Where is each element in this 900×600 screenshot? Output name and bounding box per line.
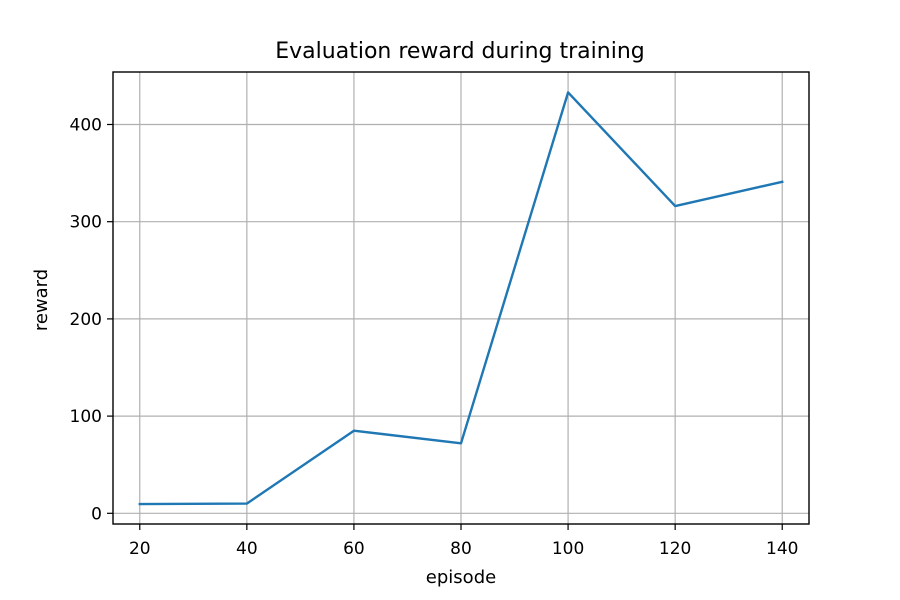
y-axis: 0 100 200 300 400 bbox=[70, 115, 113, 524]
y-tick-label: 400 bbox=[70, 115, 102, 135]
x-tick-label: 40 bbox=[236, 539, 258, 559]
chart-title: Evaluation reward during training bbox=[275, 39, 644, 64]
x-tick-label: 140 bbox=[766, 539, 798, 559]
plot-series bbox=[138, 91, 784, 506]
y-tick-label: 100 bbox=[70, 407, 102, 427]
x-tick-label: 120 bbox=[659, 539, 691, 559]
x-axis-label: episode bbox=[426, 567, 496, 588]
y-tick-label: 0 bbox=[91, 504, 102, 524]
grid-lines bbox=[113, 72, 809, 524]
x-axis: 20 40 60 80 100 120 140 bbox=[129, 524, 798, 559]
y-tick-label: 200 bbox=[70, 310, 102, 330]
y-tick-label: 300 bbox=[70, 213, 102, 233]
series-line bbox=[138, 91, 784, 506]
x-tick-label: 100 bbox=[552, 539, 584, 559]
y-axis-label: reward bbox=[31, 269, 52, 331]
x-tick-label: 20 bbox=[129, 539, 151, 559]
x-tick-label: 60 bbox=[343, 539, 365, 559]
x-tick-label: 80 bbox=[450, 539, 472, 559]
